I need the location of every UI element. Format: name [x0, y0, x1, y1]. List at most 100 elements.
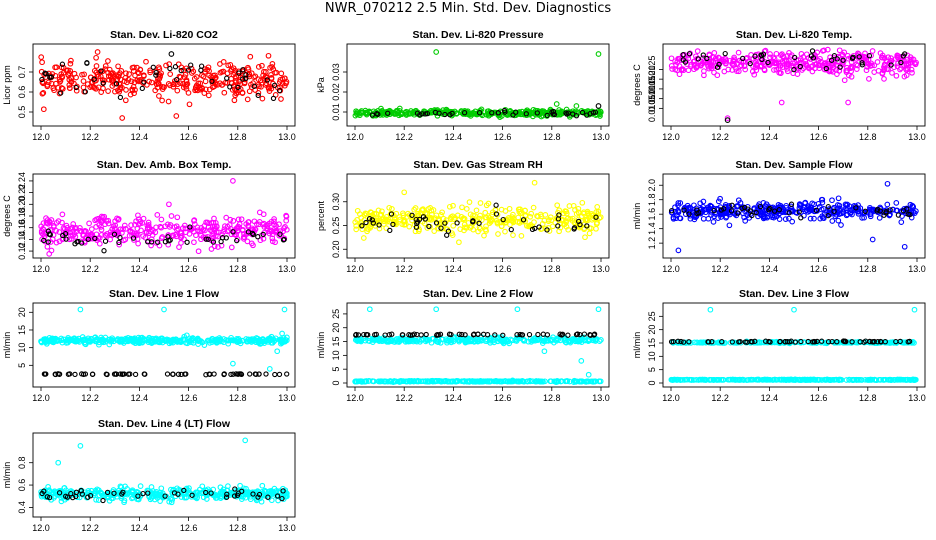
- data-point: [248, 225, 255, 232]
- x-tick-label: 12.0: [346, 264, 364, 274]
- data-point: [829, 57, 835, 63]
- data-point: [259, 336, 266, 342]
- data-point: [129, 87, 136, 94]
- data-point: [113, 81, 120, 87]
- data-point: [836, 376, 843, 383]
- data-point: [53, 64, 60, 71]
- data-point: [573, 103, 580, 109]
- data-point: [778, 99, 785, 106]
- chart-title: Stan. Dev. Li-820 CO2: [110, 29, 218, 41]
- data-point: [99, 218, 106, 224]
- data-point: [268, 85, 275, 92]
- data-point: [457, 226, 464, 232]
- data-point: [195, 227, 201, 234]
- data-point: [366, 306, 373, 313]
- data-point: [211, 226, 217, 233]
- y-tick-label: 0.6: [17, 479, 27, 492]
- data-point: [741, 214, 747, 221]
- data-point: [675, 247, 682, 254]
- data-point: [252, 226, 259, 233]
- data-point: [203, 496, 210, 502]
- data-point: [466, 199, 473, 205]
- data-point: [883, 209, 889, 215]
- data-point: [407, 378, 413, 385]
- data-point: [805, 376, 812, 383]
- data-point: [675, 208, 681, 215]
- data-point: [569, 218, 576, 224]
- data-point: [680, 377, 686, 383]
- data-point: [470, 218, 476, 224]
- data-point: [677, 200, 684, 206]
- data-point: [796, 201, 803, 207]
- data-point: [819, 196, 826, 203]
- data-point: [196, 486, 203, 493]
- x-tick-label: 12.0: [346, 393, 364, 403]
- data-point: [675, 55, 682, 62]
- data-point: [515, 109, 522, 116]
- data-point: [370, 337, 377, 343]
- data-point: [119, 371, 125, 377]
- y-tick-label: 0: [647, 380, 657, 385]
- data-point: [259, 492, 266, 498]
- y-tick-label: 1.2: [647, 237, 657, 250]
- points-group: [668, 46, 919, 123]
- chart-title: Stan. Dev. Li-820 Temp.: [736, 29, 852, 41]
- data-point: [122, 97, 129, 104]
- data-point: [849, 339, 855, 345]
- data-point: [243, 75, 249, 81]
- data-point: [577, 331, 583, 338]
- data-point: [678, 338, 684, 345]
- data-point: [701, 206, 708, 213]
- data-point: [138, 227, 144, 234]
- data-point: [514, 219, 521, 225]
- data-point: [39, 76, 45, 83]
- data-point: [796, 209, 802, 215]
- data-point: [279, 495, 285, 502]
- x-tick-label: 12.0: [32, 132, 50, 142]
- data-point: [422, 216, 428, 222]
- data-point: [279, 330, 285, 337]
- data-point: [831, 208, 837, 214]
- data-point: [886, 59, 893, 66]
- x-tick-label: 12.2: [395, 264, 413, 274]
- data-point: [825, 204, 831, 210]
- data-point: [281, 75, 288, 82]
- y-tick-label: 0.01: [331, 103, 341, 121]
- data-point: [838, 222, 844, 228]
- data-point: [773, 66, 780, 73]
- data-point: [382, 332, 388, 338]
- data-point: [763, 338, 769, 344]
- data-point: [711, 206, 718, 212]
- data-point: [188, 62, 194, 68]
- data-point: [192, 87, 198, 94]
- data-point: [531, 179, 538, 186]
- data-point: [91, 76, 97, 82]
- data-point: [195, 248, 202, 255]
- data-point: [404, 338, 410, 344]
- data-point: [68, 79, 74, 85]
- data-point: [131, 237, 137, 243]
- data-point: [223, 235, 229, 241]
- data-point: [729, 202, 735, 208]
- data-point: [454, 378, 461, 385]
- data-point: [93, 63, 100, 69]
- data-point: [214, 338, 221, 344]
- data-point: [531, 335, 538, 341]
- data-point: [680, 52, 686, 58]
- data-point: [265, 85, 272, 92]
- data-point: [177, 80, 184, 87]
- data-point: [39, 59, 45, 66]
- data-point: [256, 209, 263, 216]
- data-point: [532, 225, 538, 232]
- data-point: [573, 113, 580, 119]
- data-point: [161, 306, 167, 313]
- data-point: [255, 234, 261, 240]
- data-point: [82, 89, 88, 95]
- data-point: [119, 115, 126, 121]
- data-point: [136, 340, 143, 347]
- data-point: [864, 64, 871, 70]
- data-point: [510, 232, 516, 238]
- data-point: [592, 109, 599, 115]
- data-point: [256, 340, 263, 347]
- data-point: [700, 198, 707, 205]
